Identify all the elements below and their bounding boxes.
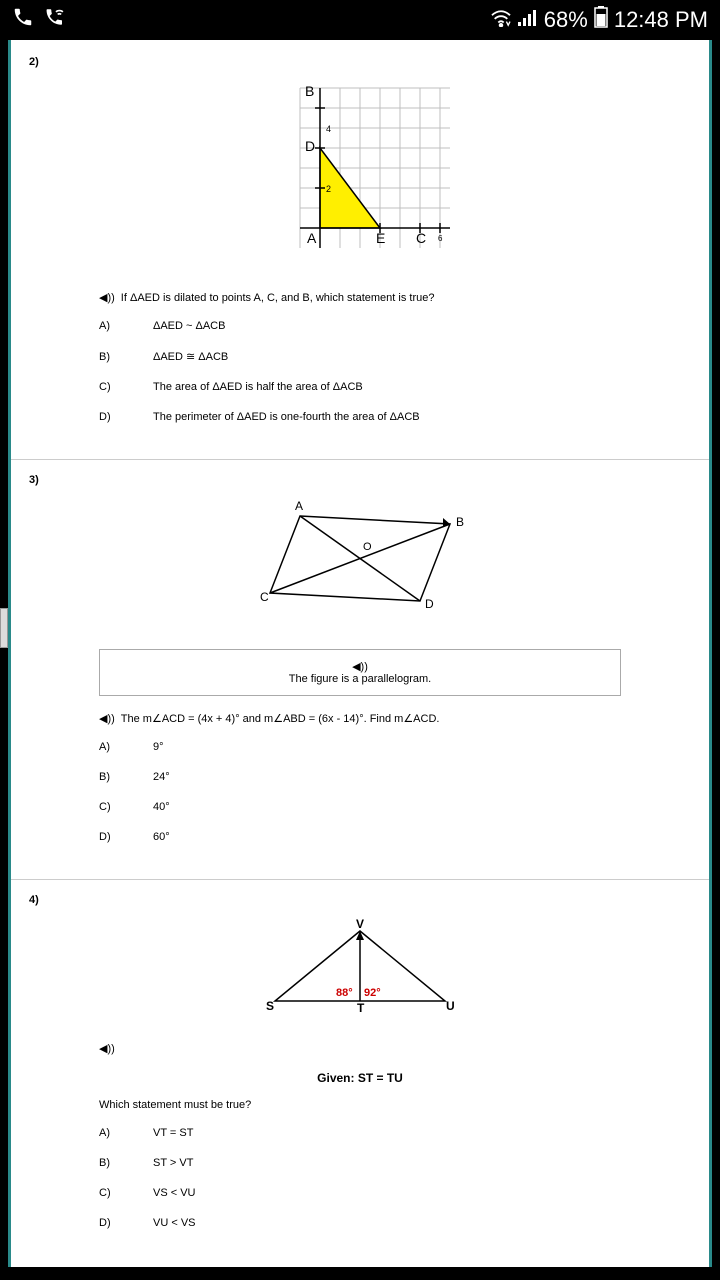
speaker-icon[interactable]: ◀)) [99, 291, 115, 304]
battery-icon [594, 6, 608, 34]
q2-label-E: E [376, 230, 385, 246]
q3-options: A)9° B)24° C)40° D)60° [99, 741, 691, 843]
q3-option-D[interactable]: D)60° [99, 831, 691, 843]
q4-label-T: T [357, 1001, 365, 1015]
q4-options: A)VT = ST B)ST > VT C)VS < VU D)VU < VS [99, 1127, 691, 1229]
q2-tick2: 2 [326, 184, 331, 194]
q3-option-C[interactable]: C)40° [99, 801, 691, 813]
phone-icon [12, 6, 34, 34]
status-right: 68% 12:48 PM [490, 6, 708, 34]
q2-label-D: D [305, 138, 315, 154]
q3-label-O: O [363, 541, 372, 553]
q2-options: A)ΔAED ~ ΔACB B)ΔAED ≅ ΔACB C)The area o… [99, 320, 691, 423]
q4-option-C[interactable]: C)VS < VU [99, 1187, 691, 1199]
q2-number: 2) [29, 56, 691, 68]
q4-label-U: U [446, 999, 455, 1013]
clock-time: 12:48 PM [614, 7, 708, 33]
wifi-icon [490, 7, 512, 33]
q4-label-V: V [356, 917, 364, 931]
q4-prompt: Which statement must be true? [99, 1099, 691, 1111]
q3-label-B: B [456, 515, 464, 529]
q3-option-A[interactable]: A)9° [99, 741, 691, 753]
q4-label-S: S [266, 999, 274, 1013]
q4-option-B[interactable]: B)ST > VT [99, 1157, 691, 1169]
q3-figure: A B C D O [29, 496, 691, 631]
q3-info-box: ◀)) The figure is a parallelogram. [99, 649, 621, 696]
speaker-icon[interactable]: ◀)) [352, 661, 368, 673]
side-tab[interactable] [0, 608, 8, 648]
signal-icon [518, 7, 538, 33]
battery-pct: 68% [544, 7, 588, 33]
q2-label-C: C [416, 230, 426, 246]
svg-text:6: 6 [438, 234, 443, 243]
q2-tick4: 4 [326, 124, 331, 134]
q4-option-A[interactable]: A)VT = ST [99, 1127, 691, 1139]
q2-option-B[interactable]: B)ΔAED ≅ ΔACB [99, 350, 691, 363]
q3-label-D: D [425, 597, 434, 611]
q4-figure: V S T U 88° 92° [29, 916, 691, 1021]
q4-given: Given: ST = TU [29, 1071, 691, 1085]
q4-number: 4) [29, 894, 691, 906]
q2-label-A: A [307, 230, 317, 246]
status-left [12, 6, 68, 34]
q3-label-C: C [260, 590, 269, 604]
q3-number: 3) [29, 474, 691, 486]
q2-label-B: B [305, 83, 314, 99]
speaker-icon[interactable]: ◀)) [99, 712, 115, 725]
q2-option-A[interactable]: A)ΔAED ~ ΔACB [99, 320, 691, 332]
content: 2) B D A E C 4 2 6 ◀)) If ΔAED [8, 40, 712, 1267]
q2-figure: B D A E C 4 2 6 [29, 78, 691, 273]
q4-angle-88: 88° [336, 987, 353, 999]
status-bar: 68% 12:48 PM [0, 0, 720, 40]
question-4: 4) V S T U 88° 92° ◀)) Given: ST = TU Wh… [11, 880, 709, 1265]
q2-option-D[interactable]: D)The perimeter of ΔAED is one-fourth th… [99, 411, 691, 423]
q2-prompt: ◀)) If ΔAED is dilated to points A, C, a… [99, 291, 691, 304]
q3-option-B[interactable]: B)24° [99, 771, 691, 783]
question-2: 2) B D A E C 4 2 6 ◀)) If ΔAED [11, 42, 709, 460]
question-3: 3) A B C D O ◀)) The figure is a paralle… [11, 460, 709, 880]
speaker-icon[interactable]: ◀)) [99, 1043, 115, 1055]
q2-option-C[interactable]: C)The area of ΔAED is half the area of Δ… [99, 381, 691, 393]
q4-option-D[interactable]: D)VU < VS [99, 1217, 691, 1229]
q3-label-A: A [295, 499, 303, 513]
q4-angle-92: 92° [364, 987, 381, 999]
q3-prompt: ◀)) The m∠ACD = (4x + 4)° and m∠ABD = (6… [99, 712, 691, 725]
wifi-call-icon [44, 6, 68, 34]
